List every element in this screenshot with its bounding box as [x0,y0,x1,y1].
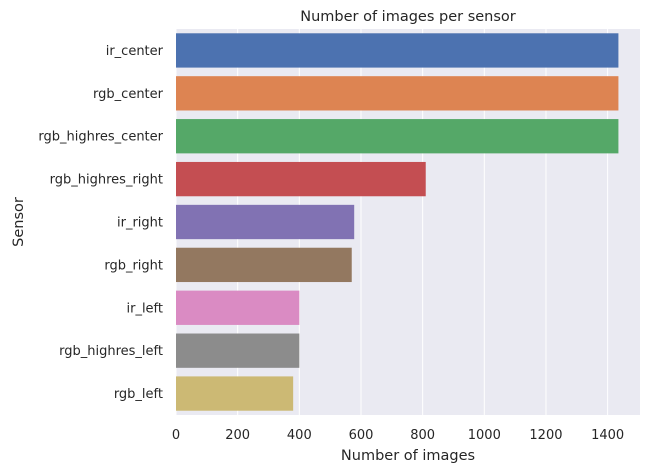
y-tick-label: rgb_highres_right [50,173,163,188]
x-tick-label: 0 [172,428,180,443]
x-tick-label: 600 [349,428,374,443]
bar-rgb-highres-right [176,161,426,197]
x-tick-label: 800 [410,428,435,443]
y-tick-label: rgb_center [93,87,164,102]
bar-rgb-center [176,76,619,111]
y-axis-label: Sensor [11,197,27,247]
x-tick-label: 1400 [591,428,624,443]
bar-ir-right [176,204,355,240]
y-tick-label: rgb_right [104,258,163,273]
bar-rgb-right [176,247,352,283]
bar-ir-left [176,290,300,325]
bar-rgb-highres-center [176,119,619,154]
x-axis-label: Number of images [341,448,475,464]
y-tick-label: rgb_highres_left [59,344,163,359]
bar-ir-center [176,33,619,68]
bar-rgb-highres-left [176,333,300,368]
y-tick-label: rgb_highres_center [38,130,163,145]
y-tick-label: rgb_left [114,387,163,402]
y-tick-label: ir_right [117,216,163,231]
bar-rgb-left [176,376,294,411]
x-tick-labels: 0 200 400 600 800 1000 1200 1400 [172,428,624,443]
chart-title: Number of images per sensor [300,9,516,25]
y-tick-label: ir_left [126,301,163,316]
x-tick-label: 1000 [468,428,501,443]
x-tick-label: 400 [287,428,312,443]
y-tick-label: ir_center [106,44,164,59]
y-tick-labels: ir_center rgb_center rgb_highres_centerrgb… [38,44,163,402]
bars [176,33,619,411]
x-tick-label: 200 [225,428,250,443]
x-tick-label: 1200 [529,428,562,443]
